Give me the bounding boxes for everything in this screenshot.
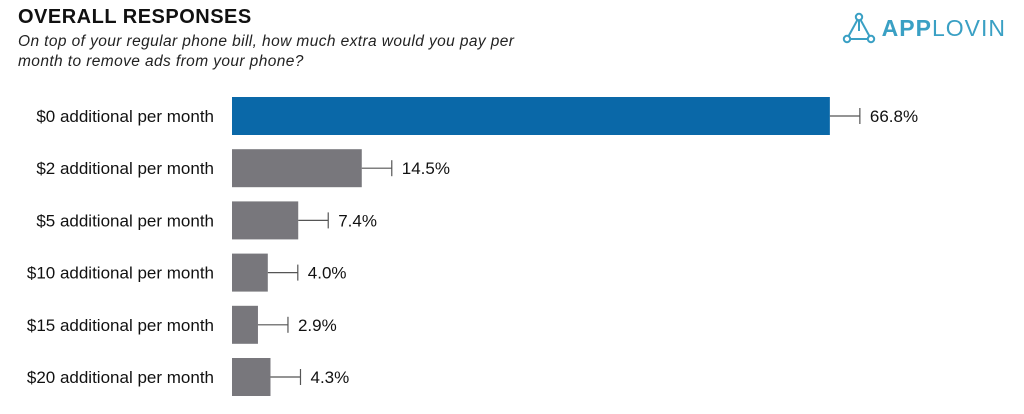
bar <box>232 149 362 188</box>
category-label: $0 additional per month <box>36 107 214 126</box>
bar <box>232 305 258 344</box>
category-label: $2 additional per month <box>36 159 214 178</box>
bar <box>232 97 830 135</box>
bar <box>232 358 271 396</box>
category-label: $15 additional per month <box>27 316 214 335</box>
logo-wordmark: APPLOVIN <box>881 14 1006 41</box>
value-label: 2.9% <box>298 316 337 335</box>
value-label: 7.4% <box>338 211 377 230</box>
category-label: $10 additional per month <box>27 264 214 283</box>
value-label: 66.8% <box>870 107 918 126</box>
category-label: $20 additional per month <box>27 368 214 387</box>
bar <box>232 201 299 240</box>
bar <box>232 253 268 292</box>
chart-subtitle: On top of your regular phone bill, how m… <box>18 33 515 70</box>
triangle-network-icon <box>842 12 875 44</box>
value-label: 14.5% <box>402 159 450 178</box>
applovin-logo: APPLOVIN <box>842 10 1006 46</box>
category-label: $5 additional per month <box>36 211 214 230</box>
chart-title: OVERALL RESPONSES <box>18 6 252 28</box>
value-label: 4.0% <box>308 264 347 283</box>
value-label: 4.3% <box>310 368 349 387</box>
bar-chart: $0 additional per month 66.8% $2 additiona… <box>27 97 918 396</box>
